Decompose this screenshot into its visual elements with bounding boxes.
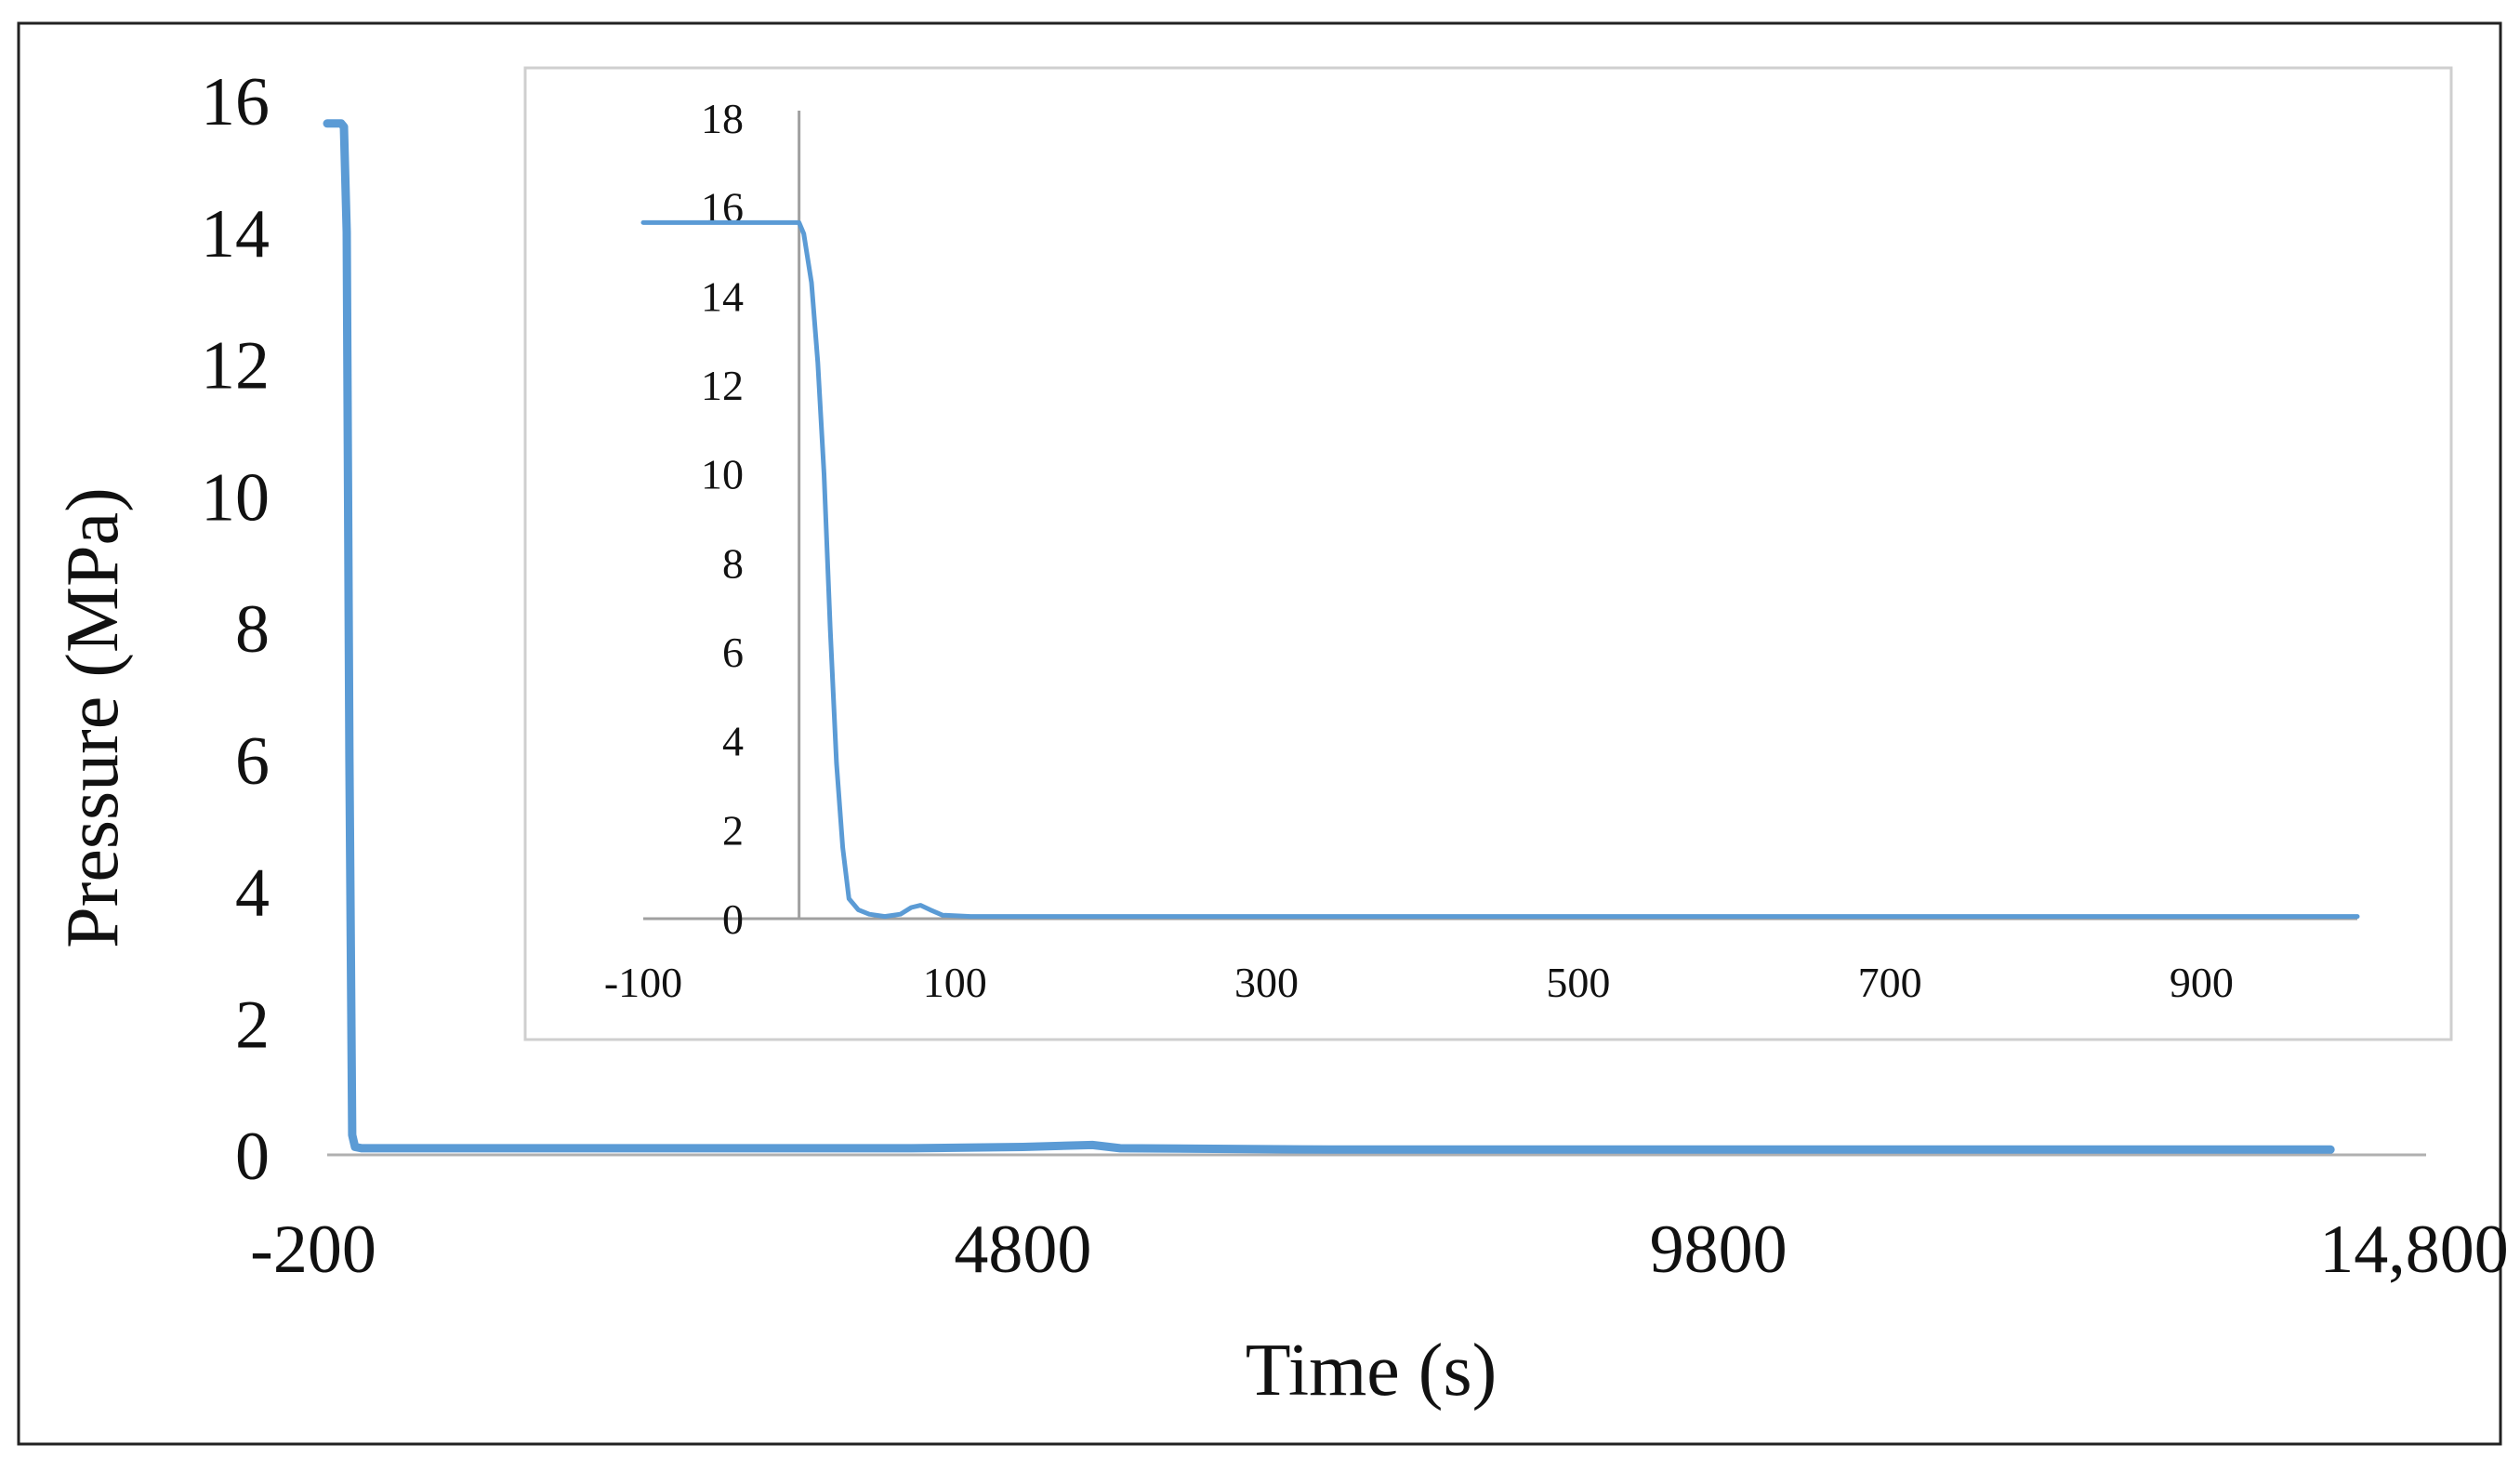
main-y-axis-label: Pressure (MPa) bbox=[52, 487, 134, 948]
main-y-tick-label: 12 bbox=[201, 328, 270, 404]
main-y-tick-label: 6 bbox=[235, 723, 270, 800]
inset-x-tick-label: 500 bbox=[1546, 959, 1610, 1006]
inset-y-tick-label: 18 bbox=[701, 95, 744, 142]
inset-x-tick-label: 300 bbox=[1234, 959, 1299, 1006]
main-y-tick-label: 2 bbox=[235, 987, 270, 1063]
main-x-tick-label: -200 bbox=[250, 1212, 376, 1288]
main-y-tick-label: 16 bbox=[201, 64, 270, 140]
main-x-axis-label: Time (s) bbox=[1246, 1330, 1497, 1411]
inset-y-tick-label: 0 bbox=[722, 895, 744, 943]
inset-y-tick-label: 8 bbox=[722, 539, 744, 587]
main-series-line-0 bbox=[323, 119, 2335, 1154]
inset-y-tick-label: 10 bbox=[701, 451, 744, 498]
inset-y-tick-label: 12 bbox=[701, 362, 744, 409]
main-x-tick-label: 4800 bbox=[954, 1212, 1091, 1288]
inset-x-tick-label: 100 bbox=[923, 959, 987, 1006]
inset-y-tick-label: 6 bbox=[722, 629, 744, 676]
main-y-tick-label: 4 bbox=[235, 855, 270, 932]
inset-y-tick-label: 4 bbox=[722, 718, 744, 765]
main-y-tick-label: 14 bbox=[201, 196, 270, 272]
main-chart: 0 2 4 6 8 10 12 14 16 -200 4800 9800 14,800 Time (s) P… bbox=[52, 64, 2509, 1411]
inset-y-tick-label: 14 bbox=[701, 272, 744, 320]
main-y-tick-label: 0 bbox=[235, 1119, 270, 1195]
inset-x-tick-label: 700 bbox=[1858, 959, 1922, 1006]
inset-x-tick-label: -100 bbox=[604, 959, 682, 1006]
inset-series-line-0 bbox=[640, 219, 2360, 920]
main-y-tick-label: 10 bbox=[201, 459, 270, 536]
inset-border bbox=[523, 66, 2453, 1041]
main-y-tick-label: 8 bbox=[235, 591, 270, 668]
inset-x-tick-label: 900 bbox=[2170, 959, 2234, 1006]
inset-y-tick-label: 2 bbox=[722, 806, 744, 854]
main-x-tick-label: 9800 bbox=[1650, 1212, 1788, 1288]
main-x-tick-label: 14,800 bbox=[2319, 1212, 2509, 1288]
